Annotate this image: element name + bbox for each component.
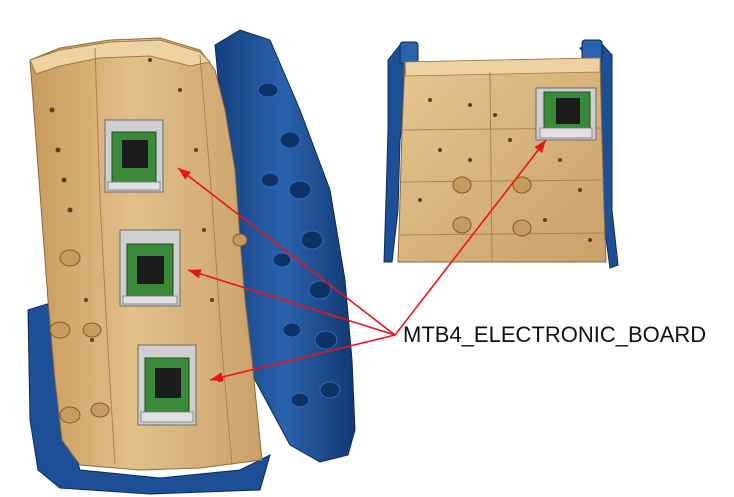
right-cap-left	[399, 41, 419, 65]
left-assembly	[27, 29, 356, 495]
callout-label: MTB4_ELECTRONIC_BOARD	[403, 322, 707, 347]
cover-holes	[257, 82, 341, 408]
right-top-band	[404, 57, 601, 77]
right-board	[535, 87, 597, 141]
housing-ribs	[94, 47, 233, 466]
callout-arrows	[177, 139, 547, 382]
right-grooves	[399, 71, 606, 263]
board-2	[119, 229, 181, 307]
arrow-to-board-1	[177, 167, 396, 336]
arrow-to-board-2	[187, 269, 396, 336]
housing-bosses	[49, 233, 248, 424]
board-3	[137, 344, 197, 426]
right-holes	[418, 98, 592, 242]
board-1	[104, 119, 164, 193]
right-bosses	[452, 176, 532, 237]
left-top-lip	[29, 39, 212, 75]
right-assembly	[383, 39, 619, 269]
arrow-to-right-board	[394, 139, 547, 336]
arrow-to-board-3	[209, 334, 396, 382]
